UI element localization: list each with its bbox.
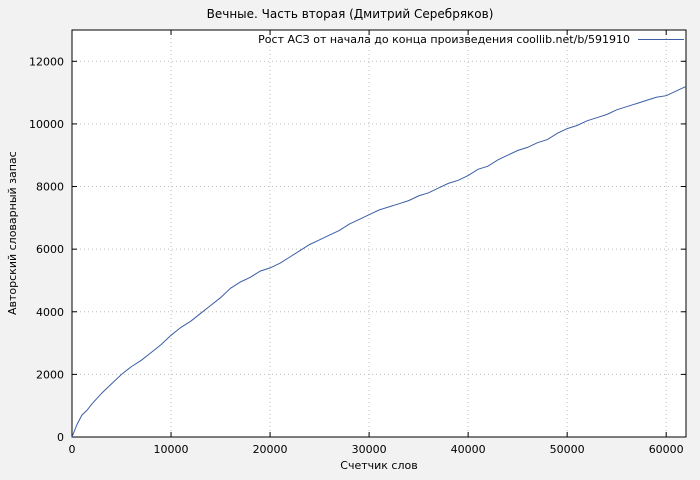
legend-label: Рост АСЗ от начала до конца произведения… <box>258 33 630 46</box>
y-axis-label: Авторский словарный запас <box>6 151 19 316</box>
y-tick-label: 10000 <box>29 118 64 131</box>
x-tick-label: 10000 <box>154 443 189 456</box>
x-tick-label: 40000 <box>451 443 486 456</box>
x-tick-label: 20000 <box>253 443 288 456</box>
x-tick-label: 50000 <box>550 443 585 456</box>
y-tick-label: 4000 <box>36 306 64 319</box>
y-tick-label: 2000 <box>36 368 64 381</box>
x-tick-label: 0 <box>69 443 76 456</box>
plot-border <box>71 29 687 438</box>
x-axis-label: Счетчик слов <box>340 459 418 472</box>
y-tick-label: 12000 <box>29 55 64 68</box>
y-tick-label: 8000 <box>36 181 64 194</box>
plot-area <box>72 30 686 437</box>
legend-line-sample <box>638 39 684 40</box>
chart-title: Вечные. Часть вторая (Дмитрий Серебряков… <box>206 7 494 21</box>
y-tick-label: 6000 <box>36 243 64 256</box>
x-tick-label: 30000 <box>352 443 387 456</box>
y-tick-label: 0 <box>57 431 64 444</box>
legend: Рост АСЗ от начала до конца произведения… <box>258 33 684 46</box>
data-line <box>71 85 687 438</box>
x-tick-label: 60000 <box>649 443 684 456</box>
